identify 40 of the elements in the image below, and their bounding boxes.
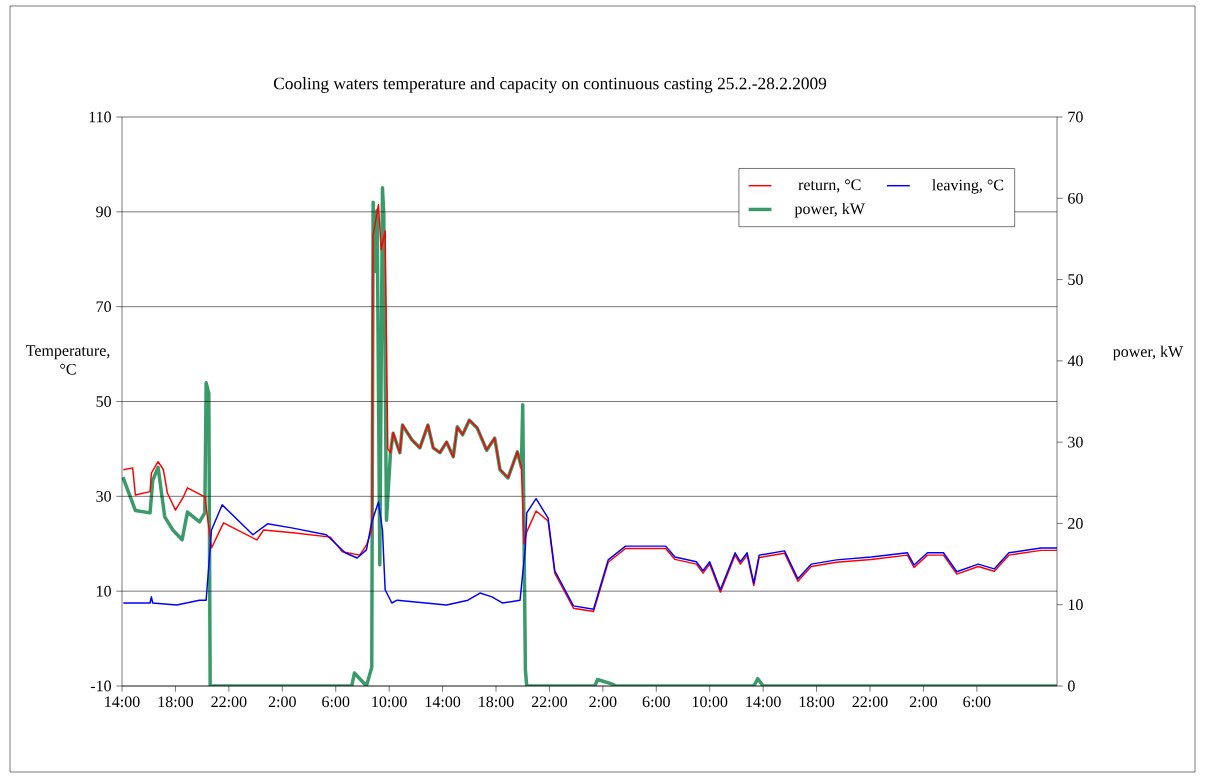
x-tick-label: 10:00 [692, 696, 728, 708]
y2-tick-label: 30 [1068, 436, 1083, 448]
x-tick-label: 14:00 [425, 696, 461, 708]
line-series [122, 203, 1058, 613]
y-tick-label: 10 [97, 585, 111, 597]
y-tick-label: 50 [96, 396, 111, 407]
x-tick-label: 2:00 [268, 696, 296, 708]
y-tick-label: 30 [96, 490, 111, 502]
x-tick-label: 2:00 [909, 696, 938, 708]
x-tick-label: 2:00 [589, 696, 617, 708]
y-tick-label: 90 [96, 206, 111, 218]
x-tick-label: 18:00 [479, 696, 514, 708]
y-axis-title: Temperature, °C [25, 345, 110, 375]
y-tick-label: 70 [96, 301, 111, 313]
x-tick-label: 22:00 [211, 696, 247, 708]
y2-tick-label: 20 [1068, 518, 1083, 529]
y2-tick-label: 50 [1068, 274, 1083, 285]
legend-label: return, °C [798, 179, 861, 193]
y2-tick-label: 10 [1068, 599, 1083, 611]
y-tick-label: 110 [89, 111, 111, 123]
x-tick-label: 6:00 [322, 696, 350, 708]
x-tick-label: 18:00 [799, 696, 835, 708]
x-tick-label: 14:00 [105, 696, 140, 708]
legend-label: power, kW [794, 202, 865, 218]
y2-tick-label: 70 [1068, 111, 1083, 123]
legend-label: leaving, °C [932, 179, 1004, 194]
x-tick-label: 10:00 [372, 696, 407, 708]
y2-tick-label: 40 [1067, 355, 1083, 367]
x-tick-label: 22:00 [531, 696, 568, 708]
x-tick-label: 6:00 [642, 696, 670, 708]
x-tick-label: 14:00 [746, 696, 781, 708]
y2-axis-title: power, kW [1112, 345, 1184, 361]
y-tick-label: -10 [90, 680, 111, 692]
y2-tick-label: 60 [1068, 192, 1083, 204]
x-tick-label: 6:00 [963, 696, 991, 708]
line-series [122, 497, 1058, 610]
chart-title: Cooling waters temperature and capacity on continuous casting 25.2.-28.2.2009 [273, 77, 827, 93]
y2-tick-label: 0 [1068, 680, 1075, 692]
x-tick-label: 18:00 [158, 696, 194, 708]
x-tick-label: 22:00 [852, 696, 888, 708]
